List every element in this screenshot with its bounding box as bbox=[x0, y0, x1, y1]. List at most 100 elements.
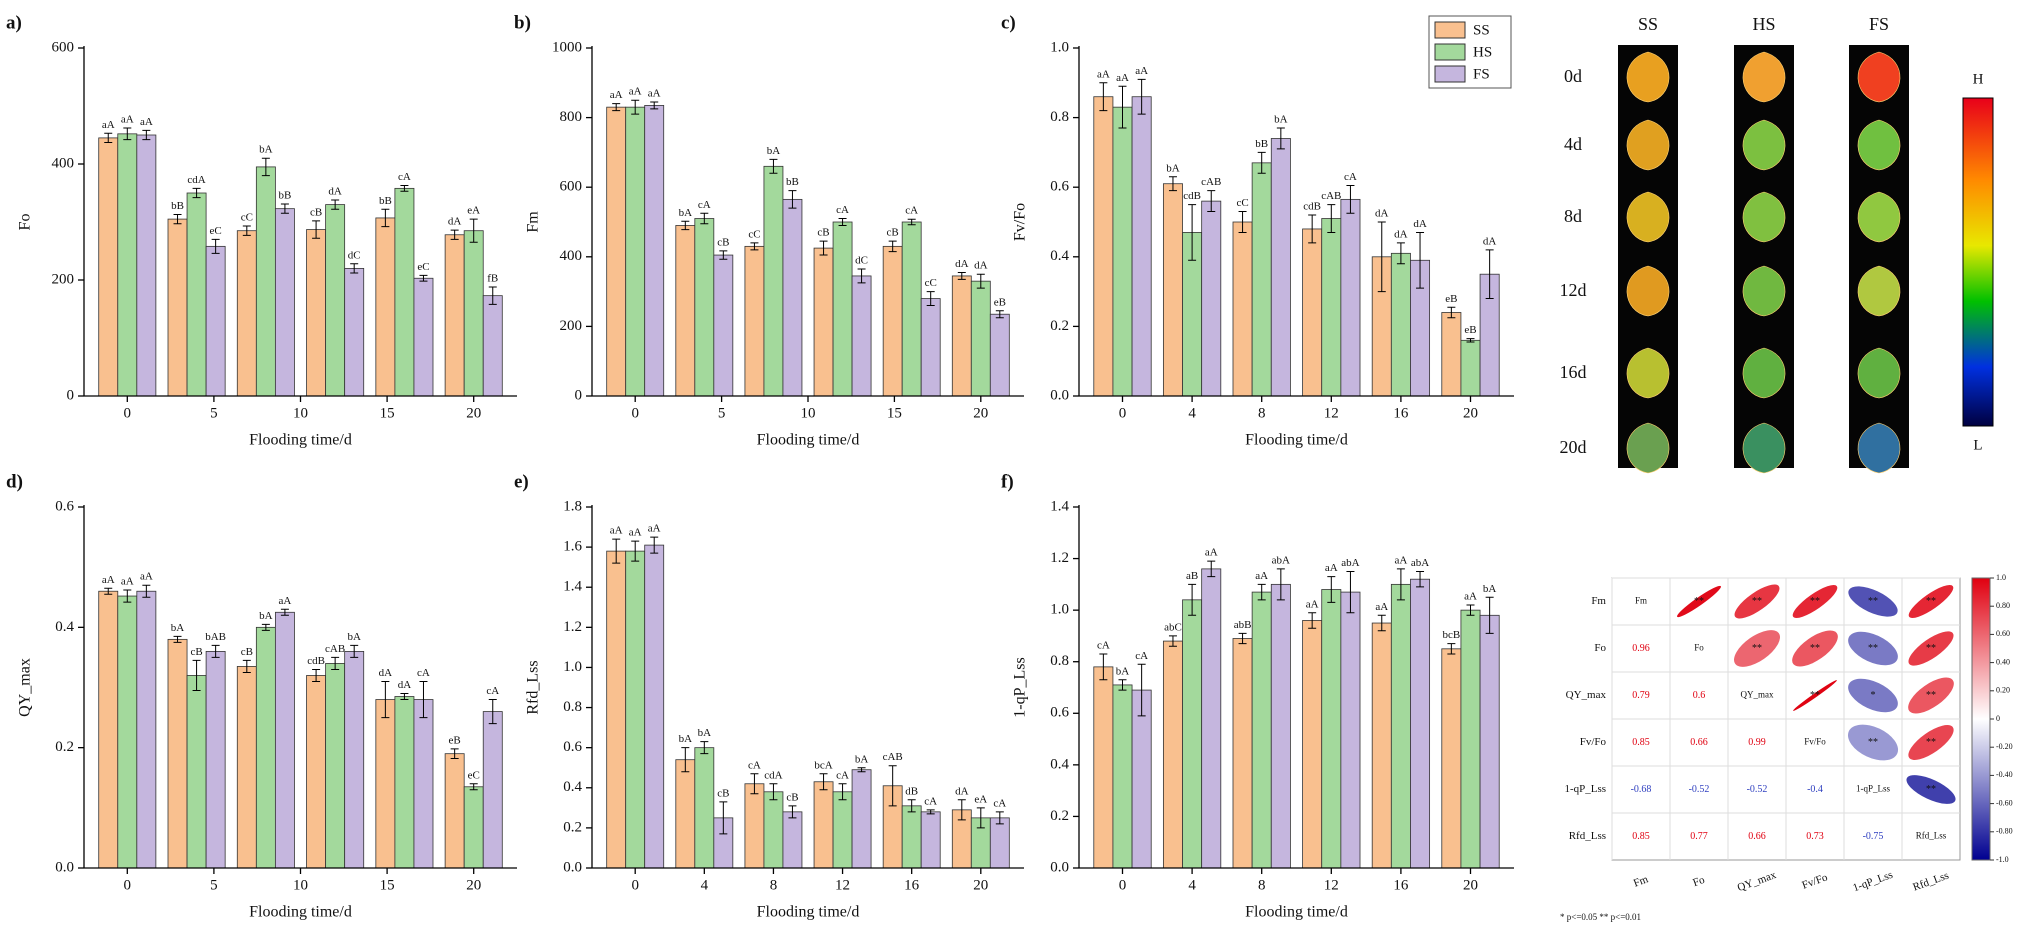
color-bar bbox=[1971, 577, 1991, 861]
error-bar bbox=[681, 220, 690, 231]
error-bar bbox=[1485, 596, 1494, 634]
significance-letter: dA bbox=[1483, 235, 1497, 247]
significance-letter: bA bbox=[259, 610, 273, 622]
y-tick-label: 200 bbox=[52, 271, 75, 287]
color-tick-label: 1.0 bbox=[1996, 573, 2006, 582]
error-bar bbox=[400, 184, 409, 192]
row-title: 16d bbox=[1560, 362, 1587, 382]
significance-letter: bA bbox=[679, 207, 693, 219]
significance-letter: cB bbox=[887, 227, 899, 239]
bar bbox=[306, 675, 327, 869]
x-tick-label: 20 bbox=[466, 405, 481, 421]
error-bar bbox=[926, 809, 935, 815]
correlation-ellipse bbox=[1908, 677, 1954, 714]
y-axis-label: Fo bbox=[17, 214, 34, 231]
significance-letter: abA bbox=[1272, 554, 1290, 566]
significance-letter: bA bbox=[679, 733, 693, 745]
bar bbox=[970, 280, 991, 397]
significance-letter: cB bbox=[817, 227, 829, 239]
significance-letter: bA bbox=[698, 727, 712, 739]
correlation-value: -0.52 bbox=[1747, 784, 1768, 795]
column-label: Fo bbox=[1691, 874, 1706, 889]
row-label: Fv/Fo bbox=[1580, 736, 1607, 748]
color-tick-label: 0.80 bbox=[1996, 601, 2010, 610]
error-bar bbox=[192, 659, 201, 692]
y-tick-label: 0.2 bbox=[563, 819, 582, 835]
error-bar bbox=[450, 748, 459, 759]
bar bbox=[951, 275, 972, 397]
significance-letter: aA bbox=[648, 523, 661, 535]
significance-letter: bB bbox=[171, 200, 184, 212]
significance-letter: dB bbox=[905, 785, 918, 797]
bar bbox=[444, 753, 465, 869]
bar bbox=[375, 699, 396, 869]
error-bar bbox=[1168, 635, 1177, 647]
error-bar bbox=[838, 783, 847, 801]
bar bbox=[1460, 609, 1481, 869]
y-tick-label: 1.6 bbox=[563, 539, 582, 555]
significance-letter: bA bbox=[1274, 114, 1288, 126]
x-tick-label: 15 bbox=[887, 405, 902, 421]
error-bar bbox=[650, 536, 659, 554]
significance-letter: cB bbox=[310, 206, 322, 218]
column-label: 1-qP_Lss bbox=[1851, 869, 1894, 894]
significance-stars: ** bbox=[1868, 643, 1878, 654]
x-tick-label: 20 bbox=[1463, 877, 1478, 893]
bar bbox=[625, 550, 646, 869]
y-tick-label: 600 bbox=[52, 39, 75, 55]
significance-letter: bcA bbox=[814, 759, 832, 771]
significance-letter: dA bbox=[448, 216, 462, 228]
leaf-image bbox=[1626, 422, 1670, 474]
significance-letter: cA bbox=[836, 769, 849, 781]
significance-letter: eC bbox=[468, 769, 480, 781]
diagonal-label: Fv/Fo bbox=[1804, 737, 1826, 747]
significance-letter: cA bbox=[1135, 650, 1148, 662]
bar bbox=[98, 590, 119, 869]
bar bbox=[1232, 221, 1253, 397]
correlation-value: -0.52 bbox=[1689, 784, 1710, 795]
scale-high: H bbox=[1973, 71, 1984, 87]
x-tick-label: 4 bbox=[1188, 877, 1196, 893]
x-tick-label: 0 bbox=[1119, 405, 1127, 421]
correlation-ellipse bbox=[1908, 631, 1954, 666]
error-bar bbox=[769, 783, 778, 801]
correlation-value: 0.6 bbox=[1693, 690, 1706, 701]
correlation-value: -0.75 bbox=[1863, 831, 1884, 842]
bar bbox=[1390, 252, 1411, 397]
x-tick-label: 8 bbox=[1258, 405, 1266, 421]
x-tick-label: 0 bbox=[124, 405, 132, 421]
error-bar bbox=[719, 801, 728, 835]
bar bbox=[832, 791, 853, 869]
bar bbox=[1182, 599, 1203, 869]
significance-letter: bA bbox=[767, 145, 781, 157]
bar bbox=[1131, 689, 1152, 869]
leaf-image bbox=[1857, 51, 1901, 103]
bar bbox=[1270, 583, 1291, 869]
significance-letter: eA bbox=[974, 793, 987, 805]
significance-letter: aA bbox=[1205, 547, 1218, 559]
x-tick-label: 16 bbox=[1393, 877, 1409, 893]
legend-label: FS bbox=[1473, 66, 1490, 82]
error-bar bbox=[419, 274, 428, 282]
error-bar bbox=[261, 623, 270, 631]
correlation-ellipse bbox=[1793, 680, 1837, 711]
x-tick-label: 0 bbox=[1119, 877, 1127, 893]
significance-letter: dA bbox=[1394, 228, 1408, 240]
diagonal-label: Rfd_Lss bbox=[1916, 831, 1947, 841]
x-tick-label: 20 bbox=[466, 877, 481, 893]
significance-letter: cA bbox=[486, 685, 499, 697]
error-bar bbox=[1327, 576, 1336, 603]
error-bar bbox=[142, 129, 151, 141]
x-tick-label: 12 bbox=[1324, 877, 1339, 893]
error-bar bbox=[211, 644, 220, 658]
bar bbox=[763, 165, 784, 397]
leaf-image bbox=[1626, 191, 1670, 243]
error-bar bbox=[1447, 643, 1456, 655]
significance-letter: cAB bbox=[1201, 176, 1221, 188]
significance-stars: ** bbox=[1752, 643, 1762, 654]
bar bbox=[989, 817, 1010, 869]
error-bar bbox=[612, 103, 621, 112]
bar bbox=[782, 811, 803, 869]
significance-stars: ** bbox=[1810, 643, 1820, 654]
significance-letter: cdB bbox=[1303, 201, 1321, 213]
